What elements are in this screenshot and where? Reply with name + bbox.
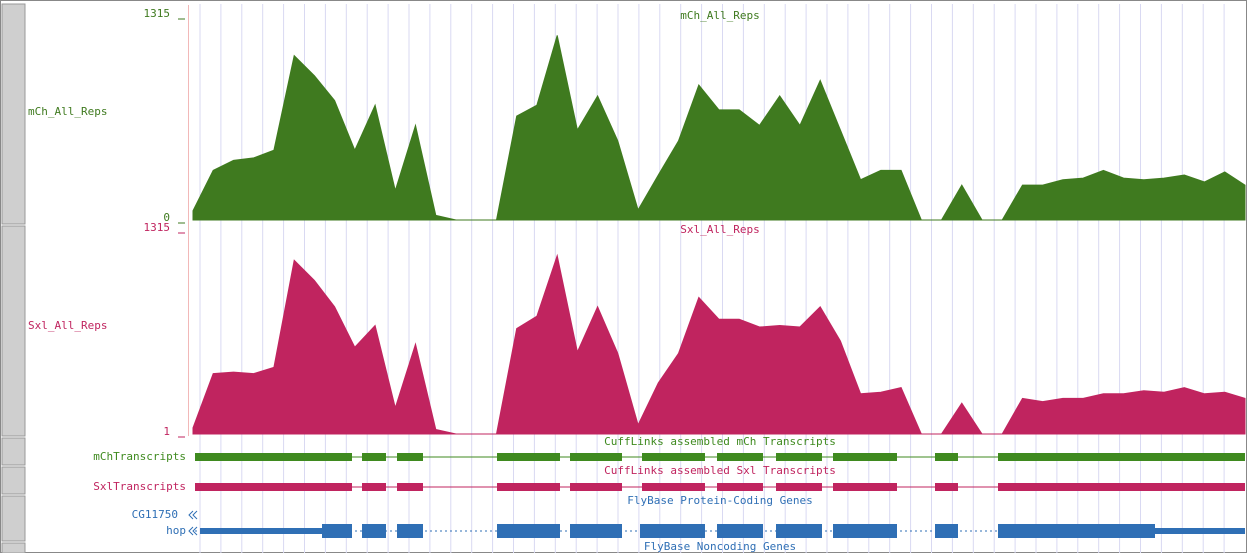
exon: [998, 483, 1245, 491]
track-label[interactable]: mChTranscripts: [93, 450, 186, 463]
track-title: FlyBase Noncoding Genes: [644, 540, 796, 553]
exon: [397, 453, 423, 461]
track-title: CuffLinks assembled Sxl Transcripts: [604, 464, 836, 477]
exon: [397, 524, 423, 538]
gene-label[interactable]: CG11750: [132, 508, 178, 521]
track-handle[interactable]: [1, 3, 26, 225]
track-title: FlyBase Protein-Coding Genes: [627, 494, 812, 507]
y-tick-label: 1: [163, 425, 170, 438]
exon: [642, 483, 705, 491]
strand-arrow: [188, 526, 198, 536]
exon: [570, 453, 622, 461]
exon: [833, 524, 897, 538]
exon: [195, 483, 352, 491]
exon: [717, 524, 763, 538]
track-label[interactable]: SxlTranscripts: [93, 480, 186, 493]
exon: [776, 453, 822, 461]
track-handle[interactable]: [1, 225, 26, 437]
exon: [998, 524, 1155, 538]
y-tick-label: 0: [163, 211, 170, 224]
track-label: Sxl_All_Reps: [28, 319, 107, 332]
track-handle[interactable]: [1, 495, 26, 542]
exon: [195, 453, 352, 461]
exon: [776, 524, 822, 538]
y-tick-label: 1315: [144, 221, 171, 234]
exon: [362, 524, 386, 538]
exon: [998, 453, 1245, 461]
utr: [1155, 528, 1245, 534]
exon: [717, 453, 763, 461]
exon: [322, 524, 352, 538]
y-tick-label: 1315: [144, 7, 171, 20]
exon: [362, 483, 386, 491]
utr: [200, 528, 322, 534]
exon: [570, 524, 622, 538]
track-title: Sxl_All_Reps: [680, 223, 759, 236]
exon: [935, 483, 958, 491]
exon: [833, 453, 897, 461]
exon: [497, 483, 560, 491]
coverage-area: [192, 253, 1246, 435]
exon: [776, 483, 822, 491]
track-handle[interactable]: [1, 466, 26, 495]
grid: [199, 4, 1225, 553]
track-handle[interactable]: [1, 437, 26, 466]
exon: [717, 483, 763, 491]
track-title: mCh_All_Reps: [680, 9, 759, 22]
exon: [833, 483, 897, 491]
exon: [397, 483, 423, 491]
exon: [570, 483, 622, 491]
exon: [497, 453, 560, 461]
gene-label[interactable]: hop: [166, 524, 186, 537]
exon: [642, 453, 705, 461]
track-handle[interactable]: [1, 542, 26, 553]
track-title: CuffLinks assembled mCh Transcripts: [604, 435, 836, 448]
exon: [935, 524, 958, 538]
exon: [362, 453, 386, 461]
exon: [935, 453, 958, 461]
strand-arrow: [188, 510, 198, 520]
track-label: mCh_All_Reps: [28, 105, 107, 118]
coverage-area: [192, 35, 1246, 221]
exon: [640, 524, 705, 538]
exon: [497, 524, 560, 538]
